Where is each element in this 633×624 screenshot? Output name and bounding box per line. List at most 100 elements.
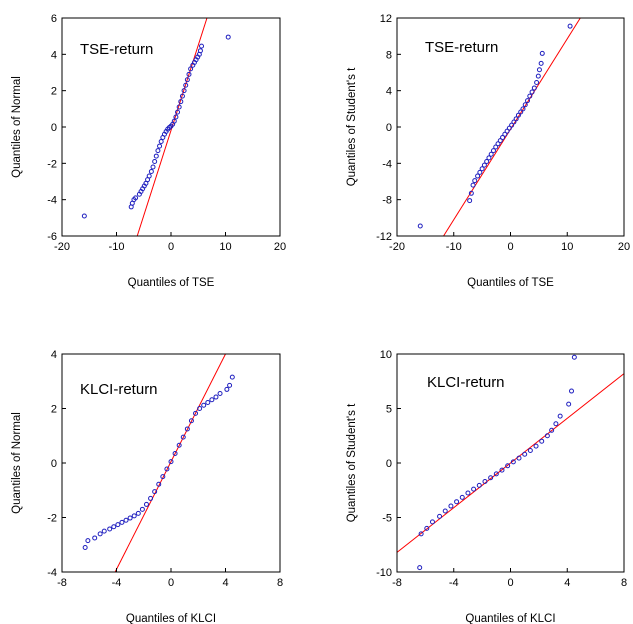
data-point bbox=[101, 528, 107, 534]
data-point bbox=[150, 164, 156, 170]
data-point bbox=[544, 433, 550, 439]
data-point bbox=[569, 388, 575, 394]
data-point bbox=[199, 43, 205, 49]
data-point bbox=[499, 467, 505, 473]
data-point bbox=[164, 466, 170, 472]
x-tick-label: -10 bbox=[109, 241, 125, 253]
qq-panel-2: -20 -10 0 10 20 -12 -8 -4 0 4 8 12 Quantiles of TSE Q… bbox=[346, 13, 630, 289]
data-point bbox=[148, 169, 154, 175]
x-tick-label: -8 bbox=[57, 577, 67, 589]
data-point bbox=[518, 109, 524, 115]
data-point bbox=[527, 447, 533, 453]
x-axis-title: Quantiles of KLCI bbox=[465, 613, 555, 624]
y-tick-label: -5 bbox=[382, 513, 392, 525]
x-tick-label: -20 bbox=[54, 241, 70, 253]
data-point bbox=[553, 421, 559, 427]
data-point bbox=[217, 391, 223, 397]
data-point bbox=[148, 495, 154, 501]
x-tick-label: 4 bbox=[564, 577, 570, 589]
y-tick-label: 5 bbox=[386, 404, 392, 416]
data-point bbox=[477, 169, 483, 175]
data-point bbox=[557, 413, 563, 419]
data-point bbox=[538, 60, 544, 66]
data-point bbox=[567, 23, 573, 29]
data-point bbox=[465, 490, 471, 496]
data-point bbox=[527, 93, 533, 99]
y-tick-label: -2 bbox=[47, 158, 57, 170]
data-point bbox=[510, 459, 516, 465]
data-point bbox=[534, 79, 540, 85]
data-point bbox=[156, 481, 162, 487]
y-tick-label: -2 bbox=[47, 513, 57, 525]
data-point bbox=[476, 482, 482, 488]
data-point bbox=[459, 494, 465, 500]
data-point bbox=[160, 474, 166, 480]
data-point bbox=[139, 506, 145, 512]
data-point bbox=[417, 565, 423, 571]
y-tick-label: 12 bbox=[380, 13, 392, 25]
data-point bbox=[155, 148, 161, 154]
series-annotation: TSE-return bbox=[425, 39, 498, 56]
data-point bbox=[209, 397, 215, 403]
y-tick-label: 0 bbox=[386, 458, 392, 470]
y-axis-title: Quantiles of Student's t bbox=[346, 403, 358, 522]
data-point bbox=[92, 535, 98, 541]
data-point bbox=[468, 190, 474, 196]
data-point bbox=[418, 531, 424, 537]
data-point bbox=[179, 93, 185, 99]
data-point bbox=[176, 104, 182, 110]
data-point bbox=[429, 519, 435, 525]
data-point bbox=[525, 98, 531, 104]
x-tick-label: -20 bbox=[389, 241, 405, 253]
data-point bbox=[479, 166, 485, 172]
data-point bbox=[417, 223, 423, 229]
data-point bbox=[168, 459, 174, 465]
data-point bbox=[529, 89, 535, 95]
data-point bbox=[516, 455, 522, 461]
y-tick-label: -10 bbox=[376, 567, 392, 579]
data-point bbox=[539, 50, 545, 56]
data-point bbox=[153, 153, 159, 159]
data-point bbox=[158, 139, 164, 145]
data-point bbox=[85, 538, 91, 544]
data-point bbox=[197, 48, 203, 54]
data-point bbox=[495, 141, 501, 147]
data-point bbox=[193, 410, 199, 416]
data-point bbox=[115, 522, 121, 528]
data-point bbox=[511, 119, 517, 125]
data-point bbox=[173, 114, 179, 120]
data-point bbox=[509, 122, 515, 128]
data-point bbox=[454, 499, 460, 505]
data-point bbox=[566, 401, 572, 407]
data-point bbox=[97, 531, 103, 537]
data-point bbox=[513, 116, 519, 122]
data-point bbox=[107, 526, 113, 532]
data-point bbox=[157, 143, 163, 149]
x-tick-label: 0 bbox=[168, 577, 174, 589]
data-point bbox=[481, 162, 487, 168]
qq-panel-4: -8 -4 0 4 8 -10 -5 0 5 10 Quantiles of KLCI Quantil… bbox=[346, 349, 627, 624]
data-point bbox=[533, 443, 539, 449]
data-point bbox=[133, 195, 139, 201]
data-point bbox=[493, 144, 499, 150]
data-point bbox=[197, 406, 203, 411]
data-point bbox=[81, 213, 87, 219]
x-tick-label: -8 bbox=[392, 577, 402, 589]
data-point bbox=[152, 489, 158, 495]
data-point bbox=[520, 106, 526, 112]
data-point bbox=[571, 354, 577, 360]
x-tick-label: 8 bbox=[621, 577, 627, 589]
data-point bbox=[188, 418, 194, 424]
data-point bbox=[143, 501, 149, 507]
series-annotation: KLCI-return bbox=[427, 374, 505, 391]
data-point bbox=[225, 34, 231, 40]
y-tick-label: 0 bbox=[51, 122, 57, 134]
x-tick-label: 0 bbox=[168, 241, 174, 253]
y-axis-title: Quantiles of Student's t bbox=[346, 67, 358, 186]
data-point bbox=[497, 138, 503, 144]
x-tick-label: 10 bbox=[561, 241, 573, 253]
y-tick-label: -6 bbox=[47, 231, 57, 243]
y-tick-label: 8 bbox=[386, 49, 392, 61]
